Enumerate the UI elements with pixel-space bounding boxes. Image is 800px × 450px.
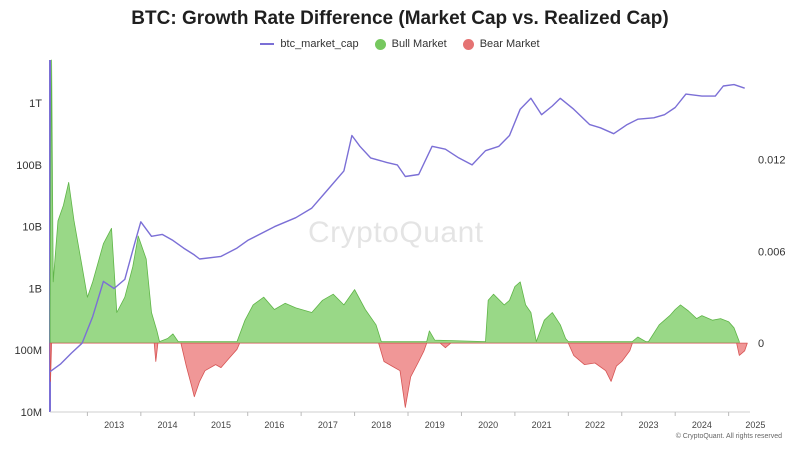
y-left-tick-label: 100M [14,345,42,357]
copyright-notice: © CryptoQuant. All rights reserved [675,433,782,440]
x-tick-label: 2021 [532,420,552,430]
x-tick-label: 2020 [478,420,498,430]
x-tick-label: 2017 [318,420,338,430]
y-right-tick-label: 0.006 [758,246,786,258]
y-left-tick-label: 1B [29,283,42,295]
x-tick-label: 2016 [264,420,284,430]
y-right-tick-label: 0.012 [758,154,786,166]
x-tick-label: 2024 [692,420,712,430]
y-left-tick-label: 10M [21,407,42,419]
legend-dot-bull [374,38,386,50]
watermark-logo: CryptoQuant [308,216,484,249]
bear-market-area [49,342,748,408]
y-left-tick-label: 10B [22,222,42,234]
legend-label-bear: Bear Market [479,38,540,50]
legend-item-bear[interactable]: Bear Market [462,38,540,50]
x-tick-label: 2014 [158,420,178,430]
x-tick-label: 2023 [638,420,658,430]
chart-title: BTC: Growth Rate Difference (Market Cap … [131,8,669,29]
bull-market-area [49,59,740,344]
legend-item-bull[interactable]: Bull Market [374,38,447,50]
x-tick-label: 2025 [745,420,765,430]
legend-item-market-cap[interactable]: btc_market_cap [260,38,359,50]
x-tick-label: 2022 [585,420,605,430]
x-tick-label: 2015 [211,420,231,430]
y-left-tick-label: 1T [29,98,42,110]
market-cap-line [49,83,745,373]
x-tick-label: 2013 [104,420,124,430]
y-right-tick-label: 0 [758,338,764,350]
legend-label-market-cap: btc_market_cap [280,38,359,50]
x-tick-label: 2019 [425,420,445,430]
legend-dot-bear [462,38,474,50]
legend-line-swatch [260,43,275,45]
legend: btc_market_cap Bull Market Bear Market [0,38,800,50]
legend-label-bull: Bull Market [391,38,447,50]
x-tick-label: 2018 [371,420,391,430]
y-left-tick-label: 100B [16,160,42,172]
